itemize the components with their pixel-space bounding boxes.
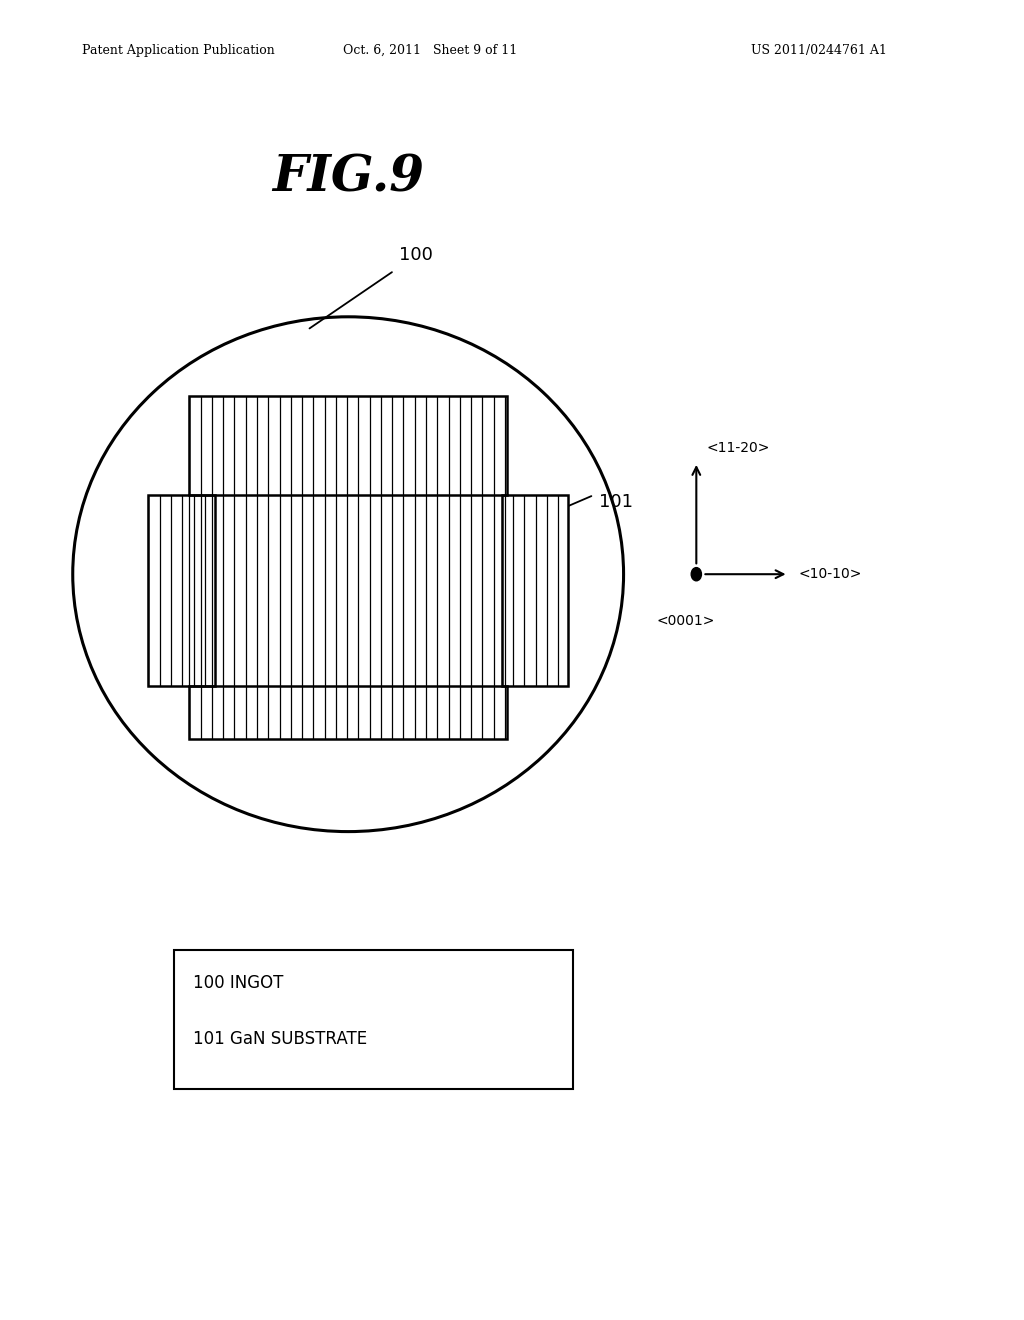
Bar [502,495,568,686]
Text: 101 GaN SUBSTRATE: 101 GaN SUBSTRATE [193,1030,367,1048]
Text: 100 INGOT: 100 INGOT [193,974,283,993]
Text: <0001>: <0001> [656,614,716,628]
Circle shape [691,568,701,581]
Bar [148,495,215,686]
Bar [174,950,573,1089]
Bar [189,396,507,739]
Text: 101: 101 [599,492,633,511]
Text: <10-10>: <10-10> [799,568,862,581]
Text: Oct. 6, 2011   Sheet 9 of 11: Oct. 6, 2011 Sheet 9 of 11 [343,44,517,57]
Text: <11-20>: <11-20> [707,441,770,455]
Text: FIG.9: FIG.9 [272,153,424,203]
Text: US 2011/0244761 A1: US 2011/0244761 A1 [752,44,887,57]
Text: Patent Application Publication: Patent Application Publication [82,44,274,57]
Text: 100: 100 [399,246,433,264]
